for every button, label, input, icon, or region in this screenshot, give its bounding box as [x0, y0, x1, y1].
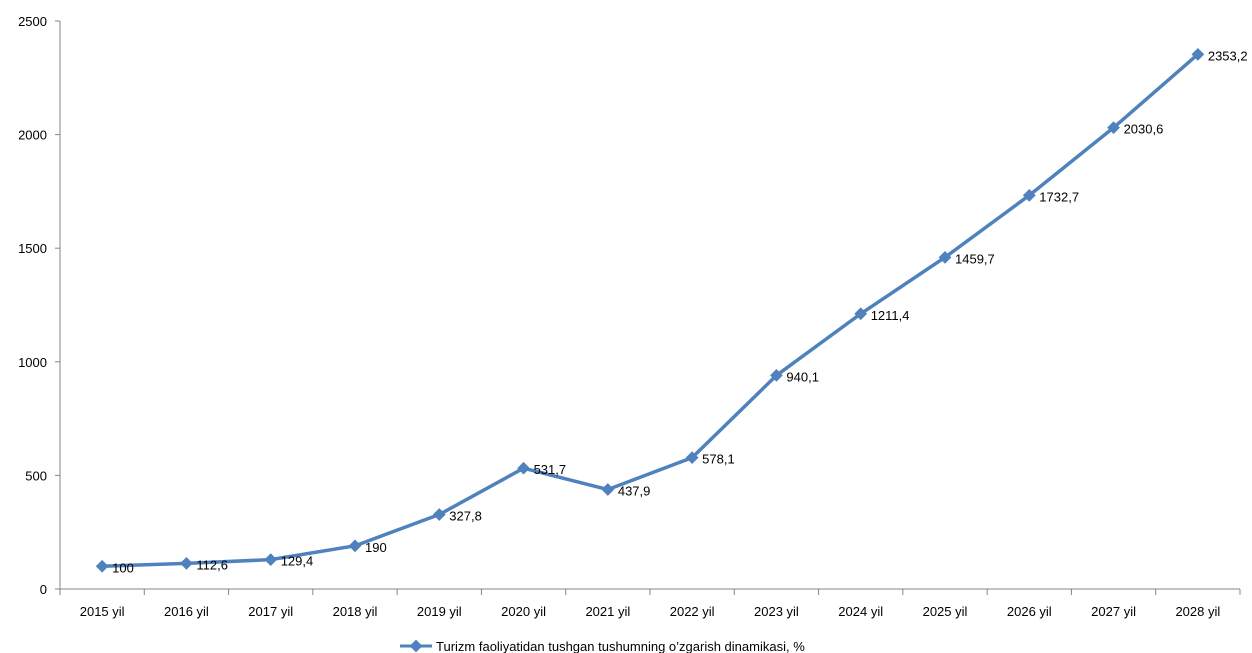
data-label: 129,4	[281, 554, 314, 569]
x-tick-label: 2021 yil	[585, 604, 630, 619]
data-label: 940,1	[786, 369, 819, 384]
x-tick-label: 2026 yil	[1007, 604, 1052, 619]
data-label: 100	[112, 560, 134, 575]
data-point	[348, 539, 362, 553]
y-tick-label: 2500	[18, 14, 47, 29]
x-tick-label: 2027 yil	[1091, 604, 1136, 619]
x-tick-label: 2022 yil	[670, 604, 715, 619]
x-tick-label: 2015 yil	[80, 604, 125, 619]
x-tick-label: 2028 yil	[1175, 604, 1220, 619]
data-label: 437,9	[618, 484, 651, 499]
y-axis: 0 500 1000 1500 2000 2500	[18, 14, 61, 597]
x-tick-label: 2023 yil	[754, 604, 799, 619]
data-label: 2030,6	[1124, 122, 1164, 137]
data-point	[432, 508, 446, 521]
data-point	[180, 557, 193, 570]
y-tick-label: 1000	[18, 355, 47, 370]
x-axis: 2015 yil 2016 yil 2017 yil 2018 yil 2019 yil…	[59, 588, 1241, 619]
y-tick-label: 0	[40, 582, 47, 597]
data-label: 531,7	[534, 462, 567, 477]
data-label: 190	[365, 540, 387, 555]
data-point	[95, 559, 109, 573]
series-layer: 100 112,6 129,4 190 327,8 531,7 437,9 578,1 940,…	[95, 47, 1248, 575]
x-tick-label: 2018 yil	[333, 604, 378, 619]
data-label: 1459,7	[955, 251, 995, 266]
data-label: 1732,7	[1039, 189, 1079, 204]
legend-marker	[409, 639, 423, 653]
data-label: 2353,2	[1208, 48, 1248, 63]
data-point	[264, 553, 278, 566]
y-tick-label: 500	[25, 468, 47, 483]
data-label: 1211,4	[871, 308, 910, 323]
x-tick-label: 2024 yil	[838, 604, 883, 619]
series-line	[102, 53, 1200, 569]
x-tick-label: 2025 yil	[923, 604, 968, 619]
y-tick-label: 1500	[18, 241, 47, 256]
legend-label: Turizm faoliyatidan tushgan tushumning o…	[436, 639, 805, 653]
data-point	[517, 461, 530, 475]
x-tick-label: 2019 yil	[417, 604, 462, 619]
x-tick-label: 2016 yil	[164, 604, 209, 619]
x-tick-label: 2017 yil	[248, 604, 293, 619]
data-label: 578,1	[702, 452, 735, 467]
data-label: 112,6	[196, 557, 228, 572]
y-tick-label: 2000	[18, 128, 47, 143]
data-point	[601, 483, 615, 496]
legend: Turizm faoliyatidan tushgan tushumning o…	[400, 639, 805, 653]
x-tick-label: 2020 yil	[501, 604, 546, 619]
data-label: 327,8	[449, 509, 482, 524]
